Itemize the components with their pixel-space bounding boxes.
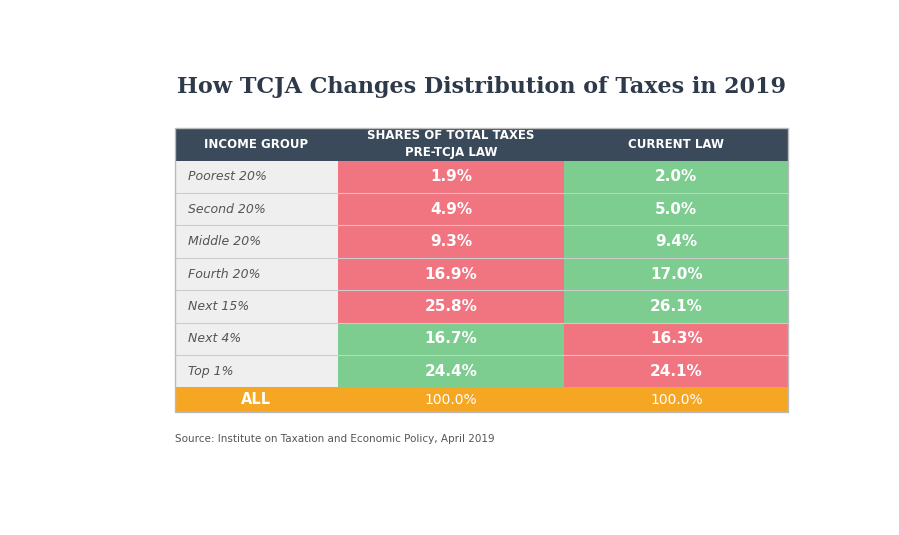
Bar xyxy=(565,323,788,355)
Text: Next 4%: Next 4% xyxy=(188,332,241,345)
Bar xyxy=(337,258,565,290)
Text: ALL: ALL xyxy=(241,392,271,407)
Text: Next 15%: Next 15% xyxy=(188,300,249,313)
Text: 1.9%: 1.9% xyxy=(430,170,472,185)
Text: 24.1%: 24.1% xyxy=(650,364,703,379)
Text: SHARES OF TOTAL TAXES
PRE-TCJA LAW: SHARES OF TOTAL TAXES PRE-TCJA LAW xyxy=(368,129,535,159)
Text: INCOME GROUP: INCOME GROUP xyxy=(204,138,308,151)
Bar xyxy=(175,193,337,225)
Text: 100.0%: 100.0% xyxy=(424,393,477,407)
Text: CURRENT LAW: CURRENT LAW xyxy=(628,138,725,151)
Bar xyxy=(337,290,565,323)
Bar xyxy=(565,225,788,258)
Bar xyxy=(565,258,788,290)
Bar xyxy=(337,323,565,355)
Text: 5.0%: 5.0% xyxy=(655,202,698,217)
Bar xyxy=(565,290,788,323)
Text: 16.3%: 16.3% xyxy=(650,331,703,346)
Bar xyxy=(175,355,337,387)
Text: 100.0%: 100.0% xyxy=(650,393,703,407)
Text: 17.0%: 17.0% xyxy=(650,266,703,281)
Text: Poorest 20%: Poorest 20% xyxy=(188,171,266,184)
Bar xyxy=(175,128,788,412)
Bar xyxy=(175,387,788,412)
Text: 2.0%: 2.0% xyxy=(655,170,698,185)
Text: Top 1%: Top 1% xyxy=(188,364,233,378)
Bar xyxy=(175,128,788,160)
Bar xyxy=(175,290,337,323)
Text: 16.7%: 16.7% xyxy=(424,331,477,346)
Bar xyxy=(337,225,565,258)
Text: Fourth 20%: Fourth 20% xyxy=(188,268,260,280)
Bar xyxy=(337,160,565,193)
Text: How TCJA Changes Distribution of Taxes in 2019: How TCJA Changes Distribution of Taxes i… xyxy=(177,76,786,98)
Bar xyxy=(337,355,565,387)
Bar xyxy=(565,193,788,225)
Text: 16.9%: 16.9% xyxy=(424,266,477,281)
Bar xyxy=(175,160,337,193)
Bar xyxy=(175,225,337,258)
Text: 25.8%: 25.8% xyxy=(424,299,477,314)
Text: 24.4%: 24.4% xyxy=(424,364,477,379)
Text: Source: Institute on Taxation and Economic Policy, April 2019: Source: Institute on Taxation and Econom… xyxy=(175,434,494,444)
Text: 9.3%: 9.3% xyxy=(430,234,472,249)
Text: Middle 20%: Middle 20% xyxy=(188,235,261,248)
Bar xyxy=(175,323,337,355)
Bar xyxy=(337,193,565,225)
Text: Second 20%: Second 20% xyxy=(188,203,265,216)
Text: 9.4%: 9.4% xyxy=(655,234,698,249)
Text: 4.9%: 4.9% xyxy=(430,202,472,217)
Text: 26.1%: 26.1% xyxy=(650,299,703,314)
Bar xyxy=(565,160,788,193)
Bar xyxy=(175,258,337,290)
Bar xyxy=(565,355,788,387)
